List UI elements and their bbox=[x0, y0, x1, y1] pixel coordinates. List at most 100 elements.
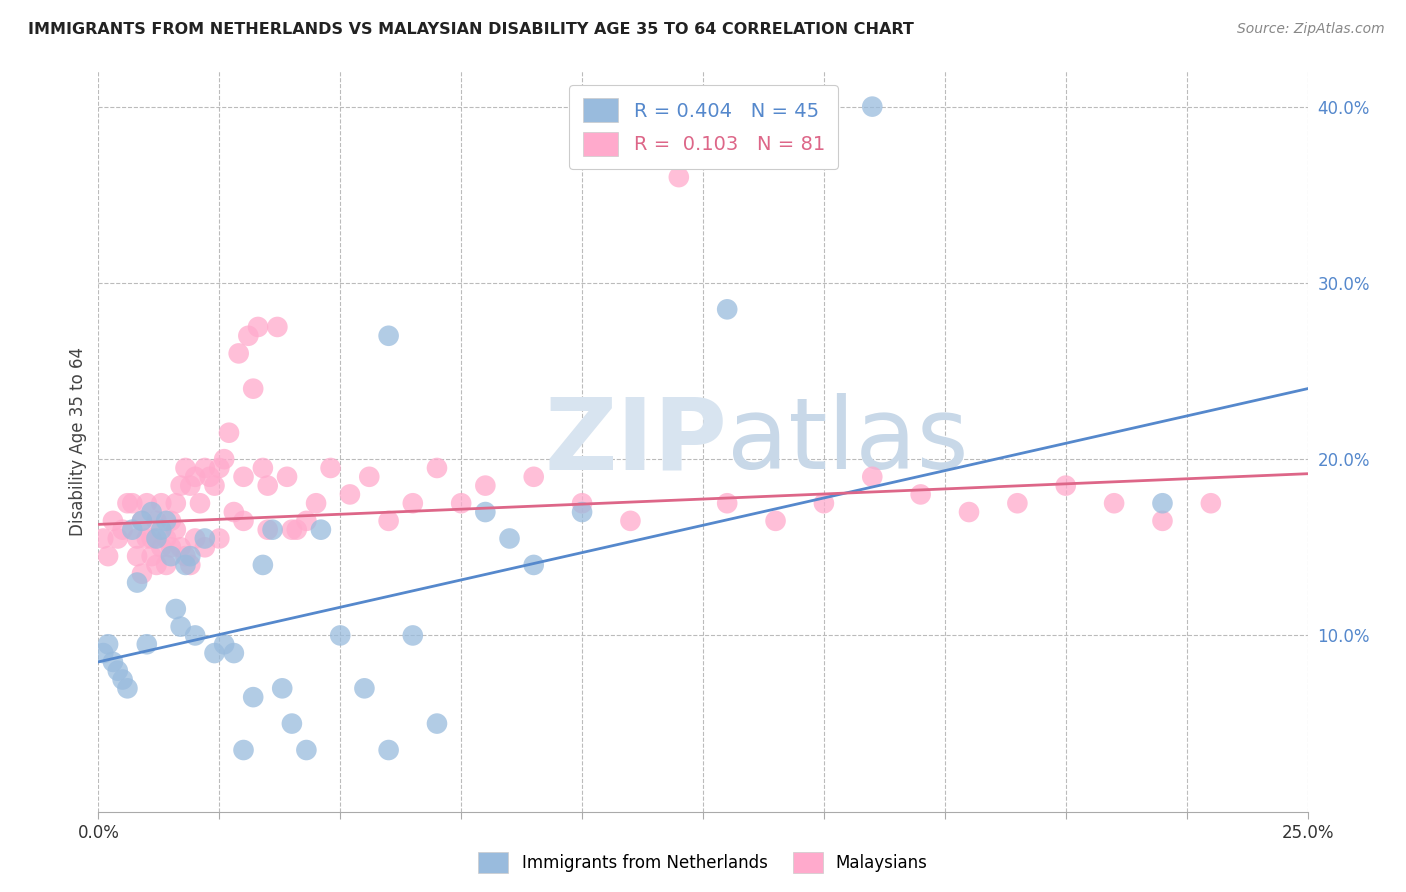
Point bbox=[117, 681, 139, 696]
Point bbox=[957, 505, 980, 519]
Point bbox=[295, 514, 318, 528]
Point bbox=[169, 478, 191, 492]
Point bbox=[222, 646, 245, 660]
Point bbox=[169, 619, 191, 633]
Point bbox=[319, 461, 342, 475]
Point bbox=[426, 716, 449, 731]
Point bbox=[256, 523, 278, 537]
Point bbox=[377, 328, 399, 343]
Point bbox=[179, 549, 201, 563]
Point bbox=[426, 461, 449, 475]
Point bbox=[169, 541, 191, 555]
Point bbox=[266, 320, 288, 334]
Point bbox=[353, 681, 375, 696]
Point bbox=[155, 558, 177, 572]
Point bbox=[218, 425, 240, 440]
Point bbox=[305, 496, 328, 510]
Point bbox=[111, 523, 134, 537]
Point bbox=[571, 505, 593, 519]
Point bbox=[135, 637, 157, 651]
Point bbox=[101, 514, 124, 528]
Point bbox=[309, 523, 332, 537]
Point bbox=[523, 470, 546, 484]
Point bbox=[131, 566, 153, 581]
Point bbox=[212, 452, 235, 467]
Point bbox=[111, 673, 134, 687]
Point bbox=[184, 470, 207, 484]
Point bbox=[194, 541, 217, 555]
Point bbox=[184, 628, 207, 642]
Point bbox=[165, 523, 187, 537]
Point bbox=[860, 100, 883, 114]
Point bbox=[222, 505, 245, 519]
Point bbox=[131, 514, 153, 528]
Point bbox=[716, 496, 738, 510]
Point bbox=[188, 496, 211, 510]
Point bbox=[860, 470, 883, 484]
Point bbox=[228, 346, 250, 360]
Point bbox=[121, 523, 143, 537]
Point bbox=[276, 470, 298, 484]
Point bbox=[295, 743, 318, 757]
Point bbox=[174, 461, 197, 475]
Point bbox=[91, 532, 114, 546]
Point bbox=[141, 505, 163, 519]
Point bbox=[127, 575, 149, 590]
Point bbox=[377, 743, 399, 757]
Point bbox=[150, 541, 173, 555]
Point bbox=[184, 532, 207, 546]
Point bbox=[150, 496, 173, 510]
Point bbox=[232, 470, 254, 484]
Point bbox=[160, 514, 183, 528]
Point bbox=[204, 478, 226, 492]
Text: IMMIGRANTS FROM NETHERLANDS VS MALAYSIAN DISABILITY AGE 35 TO 64 CORRELATION CHA: IMMIGRANTS FROM NETHERLANDS VS MALAYSIAN… bbox=[28, 22, 914, 37]
Point bbox=[165, 602, 187, 616]
Point bbox=[91, 646, 114, 660]
Point bbox=[208, 532, 231, 546]
Y-axis label: Disability Age 35 to 64: Disability Age 35 to 64 bbox=[69, 347, 87, 536]
Point bbox=[135, 496, 157, 510]
Point bbox=[339, 487, 361, 501]
Point bbox=[498, 532, 520, 546]
Point bbox=[194, 461, 217, 475]
Point bbox=[571, 496, 593, 510]
Point bbox=[155, 514, 177, 528]
Point bbox=[402, 496, 425, 510]
Point bbox=[359, 470, 381, 484]
Point bbox=[238, 328, 260, 343]
Point bbox=[150, 523, 173, 537]
Point bbox=[97, 637, 120, 651]
Point bbox=[179, 558, 201, 572]
Point bbox=[232, 514, 254, 528]
Point bbox=[281, 523, 304, 537]
Point bbox=[450, 496, 472, 510]
Point bbox=[474, 478, 496, 492]
Point bbox=[262, 523, 284, 537]
Point bbox=[252, 461, 274, 475]
Point bbox=[208, 461, 231, 475]
Point bbox=[271, 681, 294, 696]
Point bbox=[160, 549, 183, 563]
Point bbox=[256, 478, 278, 492]
Point bbox=[198, 470, 221, 484]
Point bbox=[1199, 496, 1222, 510]
Point bbox=[1102, 496, 1125, 510]
Point bbox=[285, 523, 308, 537]
Point bbox=[117, 496, 139, 510]
Legend: Immigrants from Netherlands, Malaysians: Immigrants from Netherlands, Malaysians bbox=[471, 846, 935, 880]
Text: atlas: atlas bbox=[727, 393, 969, 490]
Point bbox=[127, 532, 149, 546]
Point bbox=[619, 514, 641, 528]
Point bbox=[716, 302, 738, 317]
Point bbox=[813, 496, 835, 510]
Point bbox=[131, 514, 153, 528]
Point bbox=[174, 549, 197, 563]
Point bbox=[145, 532, 167, 546]
Point bbox=[281, 716, 304, 731]
Point bbox=[165, 496, 187, 510]
Point bbox=[474, 505, 496, 519]
Point bbox=[247, 320, 270, 334]
Point bbox=[127, 549, 149, 563]
Point bbox=[145, 558, 167, 572]
Point bbox=[194, 532, 217, 546]
